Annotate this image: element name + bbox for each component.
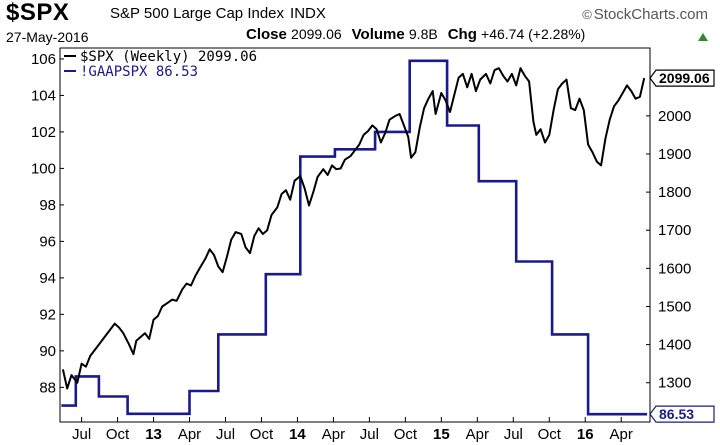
x-tick-label: Oct xyxy=(106,426,130,443)
right-tick-label: 1800 xyxy=(658,184,691,201)
right-tick-label: 2000 xyxy=(658,108,691,125)
volume-label: Volume xyxy=(351,26,405,43)
right-tick-label: 1300 xyxy=(658,375,691,392)
legend-gaap-label: !GAAPSPX 86.53 xyxy=(80,64,198,80)
x-tick-label: Jul xyxy=(504,426,523,443)
copyright-icon: © xyxy=(582,7,592,22)
x-axis: Jul Oct 13 Apr Jul Oct 14 Apr Jul Oct 15 Apr Jul Oct 1… xyxy=(72,417,633,443)
plot-border xyxy=(59,47,651,423)
spx-last-value-badge xyxy=(649,69,715,87)
up-arrow-icon xyxy=(698,33,708,41)
index-name-text: S&P 500 Large Cap Index xyxy=(110,5,285,22)
x-tick-label: 16 xyxy=(577,426,594,443)
x-tick-label: Apr xyxy=(610,426,633,443)
left-tick-label: 94 xyxy=(39,270,56,287)
x-tick-label: 15 xyxy=(433,426,450,443)
source-name: StockCharts.com xyxy=(593,6,708,23)
left-tick-label: 104 xyxy=(31,87,56,104)
right-axis: 1300 1400 1500 1600 1700 1800 1900 2000 xyxy=(646,108,691,392)
left-tick-label: 88 xyxy=(39,379,56,396)
change-value: +46.74 (+2.28%) xyxy=(481,26,586,42)
gaap-last-value-tag: 86.53 xyxy=(649,405,715,423)
x-tick-label: 13 xyxy=(145,426,162,443)
volume-value: 9.8B xyxy=(408,26,438,42)
left-tick-label: 96 xyxy=(39,233,56,250)
left-tick-label: 98 xyxy=(39,197,56,214)
x-tick-label: Apr xyxy=(322,426,345,443)
left-tick-label: 90 xyxy=(39,343,56,360)
close-value: 2099.06 xyxy=(291,26,342,42)
spx-last-value-label: 2099.06 xyxy=(659,70,710,86)
right-tick-label: 1400 xyxy=(658,337,691,354)
x-tick-label: Apr xyxy=(178,426,201,443)
left-tick-label: 100 xyxy=(31,160,56,177)
quote-stats: Close 2099.06 Volume 9.8B Chg +46.74 (+2.2… xyxy=(246,26,595,43)
right-tick-label: 1600 xyxy=(658,260,691,277)
index-name: S&P 500 Large Cap Index INDX xyxy=(110,5,326,22)
x-tick-label: 14 xyxy=(289,426,306,443)
gaap-last-value-label: 86.53 xyxy=(659,406,694,422)
chart-header: $SPX S&P 500 Large Cap Index INDX © StockC… xyxy=(0,0,720,50)
left-tick-label: 92 xyxy=(39,306,56,323)
gaapspx-series-line xyxy=(61,59,648,416)
change-label: Chg xyxy=(447,26,477,43)
right-tick-label: 1700 xyxy=(658,222,691,239)
chart-date: 27-May-2016 xyxy=(6,29,89,45)
ticker-symbol: $SPX xyxy=(6,0,70,26)
gaap-last-value-badge xyxy=(649,405,715,423)
legend-spx-label: $SPX (Weekly) 2099.06 xyxy=(80,49,257,65)
x-tick-label: Oct xyxy=(394,426,418,443)
x-tick-label: Oct xyxy=(538,426,562,443)
spx-series-line xyxy=(61,67,646,390)
stockcharts-logo[interactable]: © StockCharts.com xyxy=(582,6,708,23)
x-tick-label: Jul xyxy=(72,426,91,443)
x-tick-label: Jul xyxy=(360,426,379,443)
x-tick-label: Jul xyxy=(216,426,235,443)
x-tick-label: Oct xyxy=(250,426,274,443)
left-axis: 88 90 92 94 96 98 100 102 104 106 xyxy=(31,51,64,396)
right-tick-label: 1900 xyxy=(658,146,691,163)
legend: $SPX (Weekly) 2099.06 !GAAPSPX 86.53 xyxy=(64,49,257,80)
left-tick-label: 106 xyxy=(31,51,56,68)
exchange-label: INDX xyxy=(290,5,326,22)
left-tick-label: 102 xyxy=(31,124,56,141)
spx-last-value-tag: 2099.06 xyxy=(649,69,715,87)
x-tick-label: Apr xyxy=(466,426,489,443)
close-label: Close xyxy=(246,26,287,43)
right-tick-label: 1500 xyxy=(658,298,691,315)
